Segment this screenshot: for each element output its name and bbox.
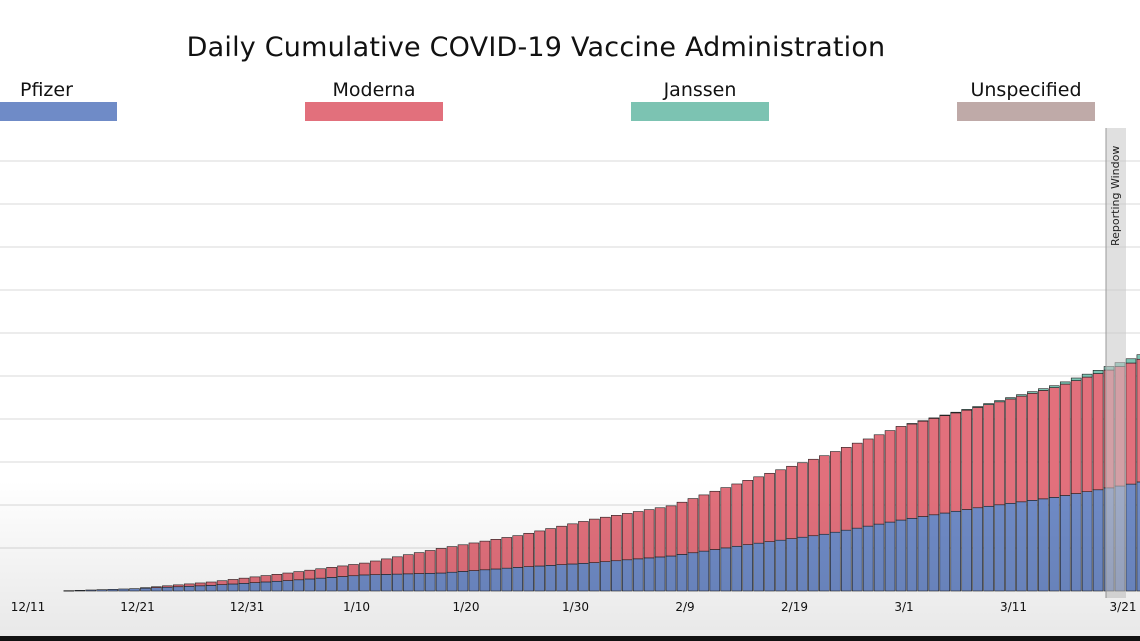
- legend-label-unspecified: Unspecified: [970, 79, 1082, 101]
- bar-janssen-3-2: [906, 423, 918, 425]
- bottom-border: [0, 636, 1140, 641]
- bar-janssen-3-23: [1136, 354, 1140, 360]
- bar-janssen-3-9: [983, 403, 994, 405]
- bar-janssen-3-6: [950, 411, 962, 414]
- legend-swatch-janssen: [631, 102, 769, 121]
- legend-swatch-unspecified: [957, 102, 1095, 121]
- legend-label-pfizer: Pfizer: [20, 79, 73, 101]
- bar-moderna-3-16: [1059, 383, 1071, 496]
- bar-janssen-3-11: [1005, 397, 1016, 400]
- bar-janssen-3-8: [972, 406, 983, 408]
- legend-item-moderna: Moderna: [305, 78, 443, 121]
- bar-janssen-3-19: [1092, 370, 1104, 374]
- bar-janssen-3-16: [1059, 381, 1071, 385]
- legend-label-janssen: Janssen: [663, 79, 737, 101]
- chart-title: Daily Cumulative COVID-19 Vaccine Admini…: [186, 32, 886, 63]
- bar-janssen-3-7: [961, 409, 972, 411]
- bar-moderna-3-19: [1092, 373, 1104, 491]
- bar-janssen-3-10: [994, 400, 1005, 403]
- bar-moderna-3-22: [1125, 362, 1137, 485]
- bar-janssen-3-5: [939, 414, 951, 416]
- bar-janssen-3-18: [1081, 373, 1093, 378]
- bar-janssen-3-3: [917, 420, 929, 422]
- bar-janssen-3-12: [1016, 394, 1027, 397]
- bar-moderna-3-18: [1081, 376, 1093, 492]
- legend-label-moderna: Moderna: [332, 79, 416, 101]
- bar-janssen-3-14: [1038, 388, 1049, 391]
- legend-swatch-moderna: [305, 102, 443, 121]
- legend-item-pfizer: Pfizer: [0, 78, 117, 121]
- bar-moderna-3-17: [1070, 380, 1082, 494]
- reporting-window-label: Reporting Window: [1109, 146, 1122, 246]
- legend-swatch-pfizer: [0, 102, 117, 121]
- legend-item-janssen: Janssen: [631, 78, 769, 121]
- bar-janssen-3-15: [1049, 385, 1060, 388]
- bar-janssen-3-13: [1027, 391, 1038, 394]
- bar-janssen-3-17: [1070, 377, 1082, 381]
- bar-moderna-3-23: [1136, 358, 1140, 483]
- legend-item-unspecified: Unspecified: [957, 78, 1095, 121]
- bottom-shade: [0, 480, 1140, 636]
- bar-janssen-3-22: [1125, 358, 1137, 364]
- bar-janssen-3-4: [928, 417, 940, 419]
